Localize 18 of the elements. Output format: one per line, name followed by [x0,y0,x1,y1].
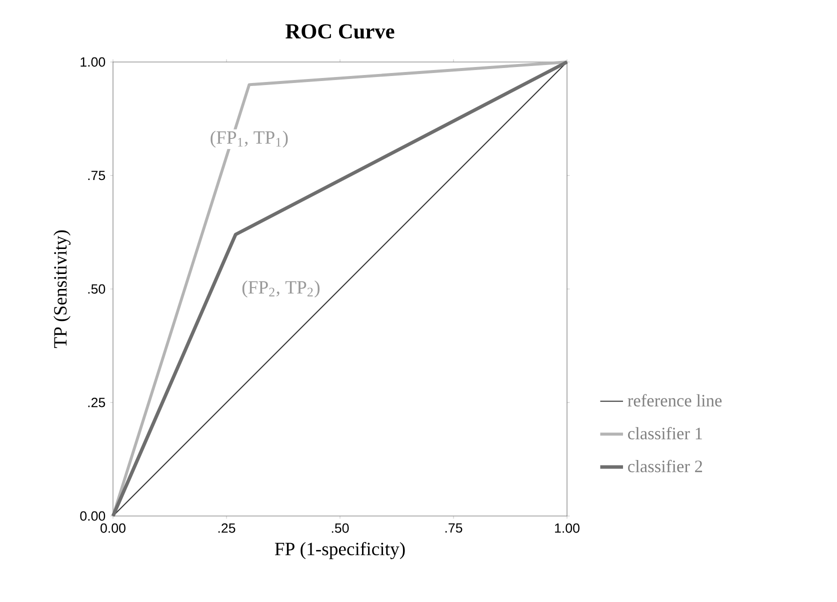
legend-label: classifier 1 [628,426,702,440]
y-tick-label: 1.00 [80,57,106,67]
x-tick-label: 1.00 [555,523,580,533]
y-tick-label: 0.00 [80,511,106,521]
legend-label: reference line [628,394,722,406]
y-tick-label: .50 [88,284,106,294]
x-tick-label: .75 [445,523,462,533]
x-tick-label: .50 [332,523,349,533]
y-tick-label: .25 [88,398,106,408]
annotation: (FP$_{1}$, TP$_{1}$) [210,130,288,148]
x-tick-label: .25 [218,523,236,533]
y-tick-label: .75 [88,170,106,180]
legend-label: classifier 2 [628,460,702,472]
y-axis-title: TP (Sensitivity) [54,230,71,348]
x-tick-label: 0.00 [100,523,126,533]
annotation: (FP$_{2}$, TP$_{2}$) [242,280,320,298]
chart-title: ROC Curve [286,24,394,39]
x-axis-title: FP (1-specificity) [274,542,405,560]
